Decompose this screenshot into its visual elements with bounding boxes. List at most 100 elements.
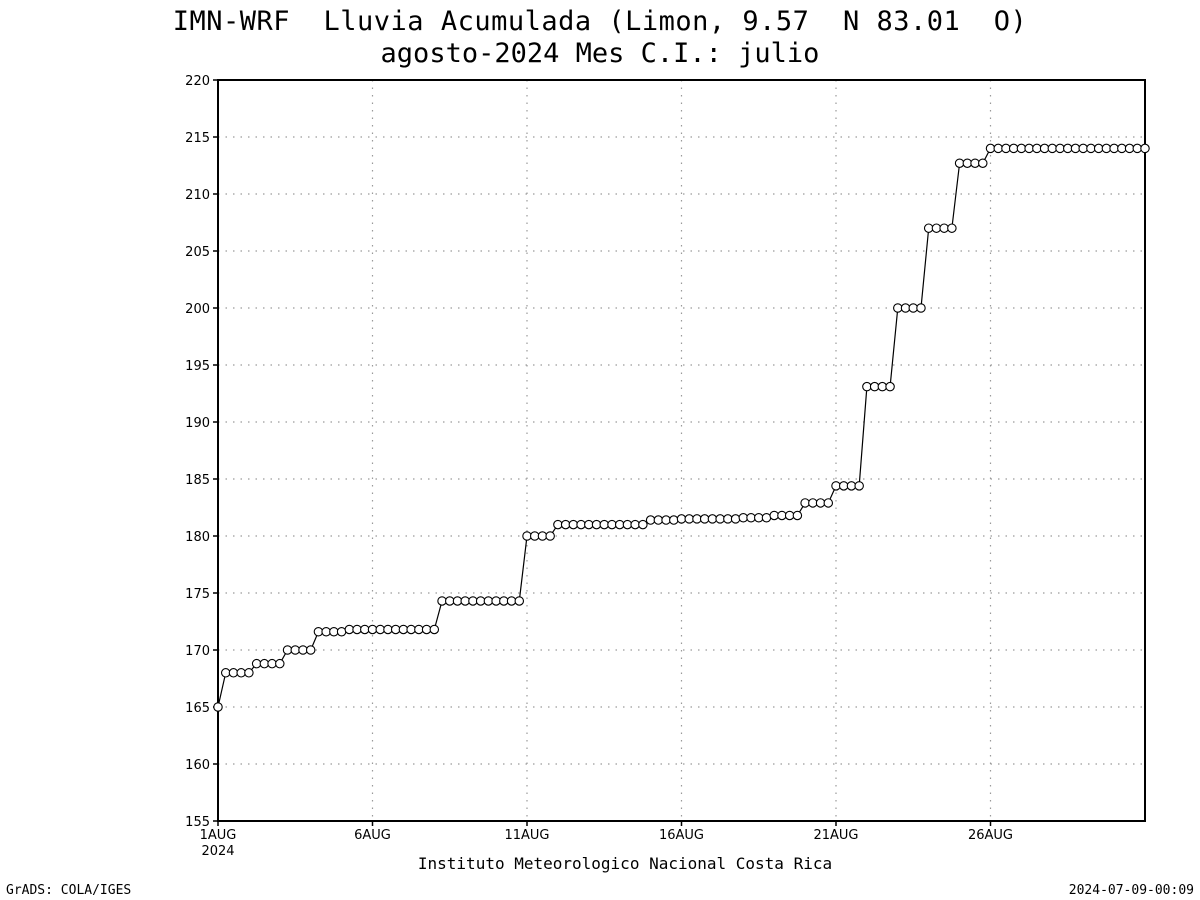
data-point (607, 519, 617, 530)
data-point (1063, 143, 1073, 154)
chart-title: IMN-WRF Lluvia Acumulada (Limon, 9.57 N … (172, 6, 1028, 37)
chart-subtitle: agosto-2024 Mes C.I.: julio (380, 38, 820, 69)
data-point (815, 498, 826, 508)
data-point (220, 668, 231, 678)
data-point (1039, 143, 1050, 154)
data-point (514, 596, 525, 606)
data-point (244, 668, 254, 678)
data-point (1070, 143, 1081, 154)
data-point (808, 498, 818, 508)
data-point (954, 158, 965, 168)
data-point (452, 596, 463, 606)
data-point (553, 519, 563, 530)
data-point (900, 303, 911, 313)
data-point (854, 481, 864, 491)
y-tick-label: 180 (185, 530, 210, 545)
data-point (460, 596, 470, 606)
data-point (344, 624, 355, 635)
data-point (483, 596, 494, 606)
data-point (622, 519, 633, 530)
data-point (1109, 143, 1119, 154)
data-point (367, 624, 378, 635)
y-tick-label: 165 (185, 701, 210, 716)
data-point (831, 481, 841, 491)
data-point (228, 668, 239, 678)
data-point (908, 303, 918, 313)
data-point (630, 519, 640, 530)
data-point (746, 513, 756, 523)
x-tick-sublabel: 2024 (201, 844, 234, 859)
y-tick-label: 200 (185, 302, 210, 317)
x-tick-label: 6AUG (354, 828, 391, 843)
data-point (576, 519, 586, 530)
x-tick-label: 21AUG (813, 828, 858, 843)
data-point (305, 645, 316, 655)
data-point (753, 513, 764, 523)
data-point (792, 510, 803, 521)
data-point (383, 624, 393, 635)
data-point (1117, 143, 1127, 154)
data-point (1093, 143, 1104, 154)
data-point (885, 381, 895, 392)
data-point (823, 498, 834, 508)
data-point (923, 223, 934, 233)
data-point (251, 658, 262, 669)
data-point (838, 481, 849, 491)
axis-ticks: 155 160 165 170 175 180 185 190 195 200 205 210 215 2… (185, 74, 1013, 859)
y-tick-label: 220 (185, 74, 210, 89)
data-point (1140, 143, 1150, 154)
data-point (491, 596, 501, 606)
x-tick-label: 1AUG (200, 828, 237, 843)
y-tick-label: 155 (185, 815, 210, 830)
data-point (444, 596, 455, 606)
data-point (1032, 143, 1042, 154)
data-point (329, 627, 339, 637)
data-point (1024, 143, 1034, 154)
data-point (939, 223, 949, 233)
data-point (985, 143, 996, 154)
data-point (360, 624, 370, 635)
grid-lines (218, 80, 1145, 821)
data-point (970, 158, 980, 168)
data-point (846, 481, 857, 491)
plot-frame (217, 79, 1146, 822)
data-point (638, 519, 648, 530)
data-point (893, 303, 903, 313)
data-point (545, 531, 555, 541)
data-point (707, 514, 718, 524)
data-point (1078, 143, 1088, 154)
data-point (290, 645, 300, 655)
data-point (259, 658, 270, 669)
data-point (993, 143, 1003, 154)
data-point (947, 223, 957, 233)
data-point (468, 596, 478, 606)
data-point (962, 158, 973, 168)
data-point (1101, 143, 1112, 154)
data-point (661, 515, 671, 525)
data-point (437, 596, 447, 606)
series-line (217, 147, 1145, 708)
data-point (614, 519, 625, 530)
data-point (692, 514, 702, 524)
y-tick-label: 175 (185, 587, 210, 602)
data-point (1008, 143, 1019, 154)
data-point (862, 381, 872, 392)
data-point (1047, 143, 1058, 154)
data-point (475, 596, 486, 606)
x-tick-label: 11AUG (504, 828, 549, 843)
data-point (584, 519, 594, 530)
data-point (800, 498, 810, 508)
data-point (931, 223, 942, 233)
data-point (213, 702, 223, 712)
data-point (645, 515, 656, 525)
y-tick-label: 210 (185, 188, 210, 203)
data-point (1055, 143, 1065, 154)
data-point (406, 624, 416, 635)
data-point (390, 624, 401, 635)
data-point (699, 514, 710, 524)
data-point (537, 531, 548, 541)
data-point (761, 513, 772, 523)
data-point (522, 531, 532, 541)
data-point (978, 158, 988, 168)
y-tick-label: 190 (185, 416, 210, 431)
